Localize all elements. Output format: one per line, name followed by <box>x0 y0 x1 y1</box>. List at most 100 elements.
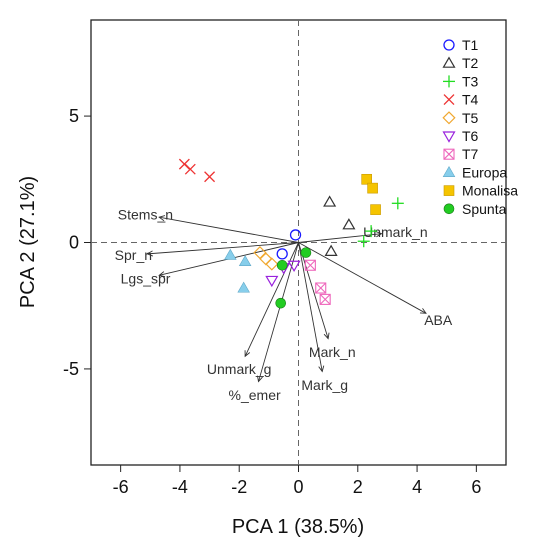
loading-arrow-head <box>244 350 251 358</box>
x-tick-label: 4 <box>412 477 422 497</box>
loading-arrow-line <box>147 242 299 255</box>
data-point <box>361 173 372 185</box>
legend-label: T4 <box>462 92 479 108</box>
loading-label: Unmark_n <box>363 224 428 240</box>
marker-shape <box>287 260 301 272</box>
loading-arrow-head <box>158 215 166 222</box>
x-tick-label: -2 <box>231 477 247 497</box>
legend-label: Europa <box>462 164 507 180</box>
legend-label: T6 <box>462 128 479 144</box>
loading-label: %_emer <box>229 387 281 403</box>
data-point <box>265 275 279 288</box>
loading-label: Mark_n <box>309 344 356 360</box>
marker-shape <box>442 56 456 68</box>
loading-arrow-head <box>323 332 330 340</box>
data-point <box>357 235 370 248</box>
data-point <box>275 297 287 309</box>
marker-shape <box>442 131 456 143</box>
marker-shape <box>443 148 455 160</box>
legend-marker <box>442 166 456 177</box>
legend-label: T7 <box>462 146 479 162</box>
loading-arrow-line <box>298 233 382 243</box>
marker-shape <box>178 158 190 170</box>
y-axis-title: PCA 2 (27.1%) <box>17 176 39 308</box>
data-point <box>265 257 279 271</box>
marker-shape <box>443 185 455 196</box>
loading-label: Stems_n <box>118 207 173 223</box>
data-point <box>224 248 237 260</box>
legend-label: T1 <box>462 37 479 53</box>
data-point <box>184 163 196 175</box>
marker-shape <box>304 259 316 271</box>
loading-arrow-line <box>298 242 427 314</box>
marker-shape <box>315 282 327 294</box>
legend-label: Monalisa <box>462 183 518 199</box>
marker-shape <box>265 257 279 271</box>
marker-shape <box>259 252 273 266</box>
marker-shape <box>370 204 381 215</box>
loading-arrow-head <box>146 250 154 257</box>
marker-shape <box>443 39 455 51</box>
legend-marker <box>443 39 455 51</box>
data-point <box>323 195 337 207</box>
x-tick-label: -6 <box>113 477 129 497</box>
loading-arrow-line <box>258 242 299 382</box>
legend-marker <box>442 56 456 68</box>
legend-marker <box>442 111 456 125</box>
marker-shape <box>342 218 356 230</box>
marker-shape <box>319 293 331 305</box>
x-tick-label: -4 <box>172 477 188 497</box>
marker-shape <box>443 203 455 215</box>
data-point <box>391 197 404 210</box>
marker-shape <box>276 248 288 260</box>
legend-marker <box>443 75 455 88</box>
marker-shape <box>275 297 287 309</box>
legend-label: T3 <box>462 73 479 89</box>
y-axis-ticks: -5 0 5 <box>63 106 91 379</box>
loading-label: Mark_g <box>301 377 348 393</box>
loading-arrow-line <box>298 242 323 372</box>
score-points <box>178 158 404 309</box>
marker-shape <box>224 248 237 260</box>
marker-shape <box>367 182 378 194</box>
marker-shape <box>443 148 455 160</box>
marker-shape <box>204 171 216 183</box>
x-axis-ticks: -6 -4 -2 0 2 4 6 <box>113 465 481 497</box>
legend-marker <box>443 203 455 215</box>
data-point <box>237 281 250 293</box>
marker-shape <box>324 244 338 256</box>
data-point <box>342 218 356 230</box>
marker-shape <box>442 166 456 177</box>
data-point <box>315 282 327 294</box>
data-point <box>259 252 273 266</box>
marker-shape <box>300 247 312 258</box>
legend: T1 T2 T3 T4 T5 T6 T7 Europa Monalisa Spunta <box>442 37 518 217</box>
marker-shape <box>443 94 455 106</box>
marker-shape <box>276 259 288 271</box>
data-point <box>367 182 378 194</box>
loading-arrow-head <box>318 365 325 373</box>
marker-shape <box>361 173 372 185</box>
loading-arrow-line <box>159 216 299 243</box>
x-tick-label: 6 <box>471 477 481 497</box>
data-point <box>319 293 331 305</box>
data-point <box>370 204 381 215</box>
data-point <box>289 229 302 241</box>
marker-shape <box>304 259 316 271</box>
loading-arrow-head <box>375 231 383 238</box>
data-point <box>276 259 288 271</box>
data-point <box>300 247 312 258</box>
loading-label: ABA <box>424 312 453 328</box>
legend-label: Spunta <box>462 201 507 217</box>
y-tick-label: 5 <box>69 106 79 126</box>
legend-marker <box>443 148 455 160</box>
loading-label: Unmark_g <box>207 361 272 377</box>
loading-label: Lgs_spr <box>121 271 171 287</box>
x-tick-label: 0 <box>293 477 303 497</box>
x-axis-title: PCA 1 (38.5%) <box>232 516 364 538</box>
marker-shape <box>184 163 196 175</box>
marker-shape <box>265 275 279 288</box>
loading-arrow-head <box>419 308 427 314</box>
data-point <box>324 244 338 256</box>
marker-shape <box>289 229 302 241</box>
